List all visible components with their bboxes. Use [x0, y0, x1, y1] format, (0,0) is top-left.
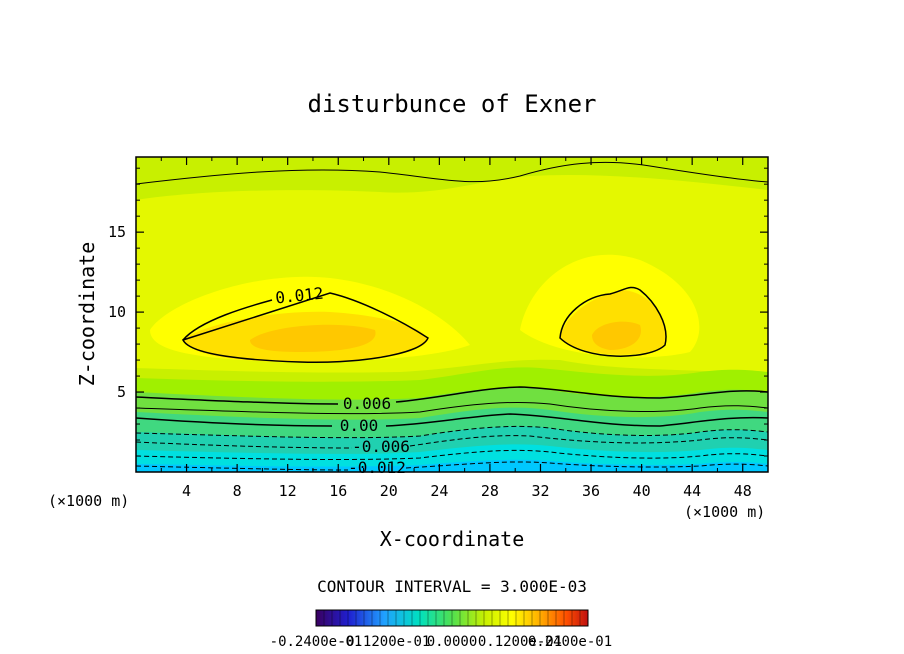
x-tick-label: 44 [683, 482, 701, 500]
y-tick-label: 5 [117, 383, 126, 401]
x-unit-right: (×1000 m) [684, 503, 765, 521]
y-axis-ticks: 5 10 15 [108, 167, 768, 457]
y-tick-label: 10 [108, 303, 126, 321]
x-tick-label: 28 [481, 482, 499, 500]
x-tick-label: 36 [582, 482, 600, 500]
contour-0.009-top [136, 161, 768, 185]
contour-neg-0.009 [136, 449, 768, 460]
x-tick-label: 40 [633, 482, 651, 500]
colorbar [315, 609, 589, 627]
contour-interval-text: CONTOUR INTERVAL = 3.000E-03 [317, 577, 587, 596]
contour-label-neg-0.006: -0.006 [352, 437, 410, 456]
contour-label-0.00: 0.00 [340, 416, 379, 435]
y-tick-label: 15 [108, 223, 126, 241]
colorbar-label-min: -0.2400e-01 [270, 634, 363, 650]
contour-0.003 [136, 401, 768, 415]
band-0.018 [250, 321, 641, 352]
contour-neg-0.012 [136, 461, 768, 471]
y-axis-label: Z-coordinate [75, 242, 99, 387]
x-tick-label: 20 [380, 482, 398, 500]
colorbar-gradient [315, 609, 589, 627]
contour-0.012-right [559, 286, 667, 357]
contour-0.00 [136, 413, 768, 427]
x-tick-label: 8 [233, 482, 242, 500]
plot-frame [135, 156, 769, 473]
contour-neg-0.003 [136, 425, 768, 439]
x-unit-left: (×1000 m) [48, 492, 129, 510]
chart-title: disturbunce of Exner [308, 90, 597, 118]
contour-label-neg-0.012: -0.012 [348, 458, 406, 477]
x-tick-label: 16 [329, 482, 347, 500]
x-tick-label: 32 [531, 482, 549, 500]
x-axis-ticks: 4 8 12 16 20 24 28 32 36 40 44 48 [160, 157, 752, 500]
contour-neg-0.006 [136, 435, 768, 449]
x-tick-label: 12 [279, 482, 297, 500]
colorbar-ticks [323, 610, 581, 626]
contour-0.006 [136, 386, 768, 405]
colorbar-label-neg-mid: -0.1200e-01 [338, 634, 431, 650]
contour-label-0.012: 0.012 [274, 284, 324, 308]
x-tick-label: 48 [734, 482, 752, 500]
x-tick-label: 4 [182, 482, 191, 500]
x-tick-label: 24 [430, 482, 448, 500]
colorbar-label-max: 0.2400e-01 [528, 634, 612, 650]
contour-label-0.006: 0.006 [343, 394, 391, 413]
colorbar-label-zero: 0.0000 [427, 634, 478, 650]
contour-0.012-left [181, 292, 429, 364]
band-neg-0.012 [136, 459, 768, 472]
x-axis-label: X-coordinate [380, 527, 525, 551]
contour-lines [136, 161, 768, 471]
colorbar-labels: -0.2400e-01 -0.1200e-01 0.0000 0.1200e-0… [270, 634, 613, 650]
colorbar-label-pos-mid: 0.1200e-01 [478, 634, 562, 650]
